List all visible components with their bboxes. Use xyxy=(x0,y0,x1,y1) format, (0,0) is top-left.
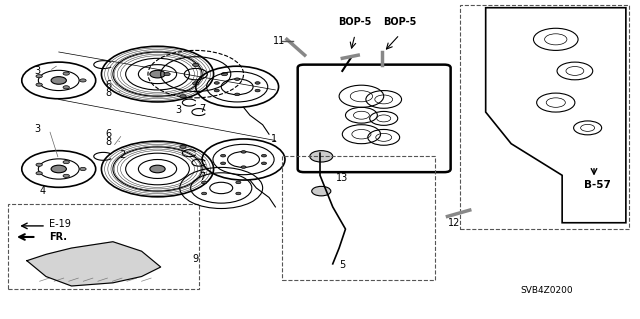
FancyBboxPatch shape xyxy=(298,65,451,172)
Circle shape xyxy=(150,165,165,173)
Circle shape xyxy=(202,181,207,184)
Text: 7: 7 xyxy=(199,172,205,182)
Circle shape xyxy=(312,186,331,196)
Text: 3: 3 xyxy=(175,106,182,115)
Circle shape xyxy=(51,165,67,173)
Text: 3: 3 xyxy=(35,66,41,76)
Circle shape xyxy=(236,192,241,195)
Text: 13: 13 xyxy=(336,174,348,183)
Text: 3: 3 xyxy=(35,124,41,135)
Circle shape xyxy=(241,151,246,153)
Circle shape xyxy=(221,162,226,165)
Circle shape xyxy=(36,75,42,78)
Text: 9: 9 xyxy=(193,254,199,264)
Circle shape xyxy=(36,83,42,86)
Circle shape xyxy=(51,77,67,84)
Circle shape xyxy=(235,78,240,80)
Text: BOP-5: BOP-5 xyxy=(339,17,372,27)
Circle shape xyxy=(193,63,199,66)
Text: BOP-5: BOP-5 xyxy=(383,17,417,27)
Circle shape xyxy=(80,167,86,171)
Polygon shape xyxy=(27,242,161,286)
Text: 8: 8 xyxy=(106,88,111,98)
Circle shape xyxy=(214,89,220,92)
Circle shape xyxy=(214,82,220,84)
Circle shape xyxy=(241,166,246,168)
Circle shape xyxy=(63,72,69,75)
Text: 11: 11 xyxy=(273,36,285,46)
Circle shape xyxy=(63,160,69,164)
Text: 7: 7 xyxy=(199,104,205,114)
Circle shape xyxy=(236,181,241,184)
Text: E-19: E-19 xyxy=(49,219,71,229)
Polygon shape xyxy=(486,8,626,223)
Circle shape xyxy=(80,79,86,82)
Text: 6: 6 xyxy=(106,80,111,90)
Circle shape xyxy=(164,72,170,76)
Text: SVB4Z0200: SVB4Z0200 xyxy=(520,286,573,295)
Circle shape xyxy=(235,93,240,96)
Circle shape xyxy=(63,174,69,177)
Text: 6: 6 xyxy=(106,129,111,139)
Text: 12: 12 xyxy=(447,218,460,228)
Circle shape xyxy=(36,163,42,166)
Circle shape xyxy=(150,70,165,78)
Circle shape xyxy=(255,89,260,92)
Text: 5: 5 xyxy=(339,260,346,271)
Circle shape xyxy=(261,154,266,157)
Circle shape xyxy=(261,162,266,165)
Circle shape xyxy=(202,192,207,195)
Text: B-57: B-57 xyxy=(584,180,611,190)
Circle shape xyxy=(193,82,199,85)
Circle shape xyxy=(221,72,228,76)
Text: 8: 8 xyxy=(106,137,111,147)
Circle shape xyxy=(310,151,333,162)
Circle shape xyxy=(180,145,186,148)
Text: 2: 2 xyxy=(119,150,125,160)
Text: FR.: FR. xyxy=(49,232,67,242)
Circle shape xyxy=(63,86,69,89)
Circle shape xyxy=(36,172,42,175)
Circle shape xyxy=(180,95,186,98)
Circle shape xyxy=(255,82,260,84)
Text: 4: 4 xyxy=(40,186,46,196)
Circle shape xyxy=(221,154,226,157)
Text: 1: 1 xyxy=(271,134,277,144)
